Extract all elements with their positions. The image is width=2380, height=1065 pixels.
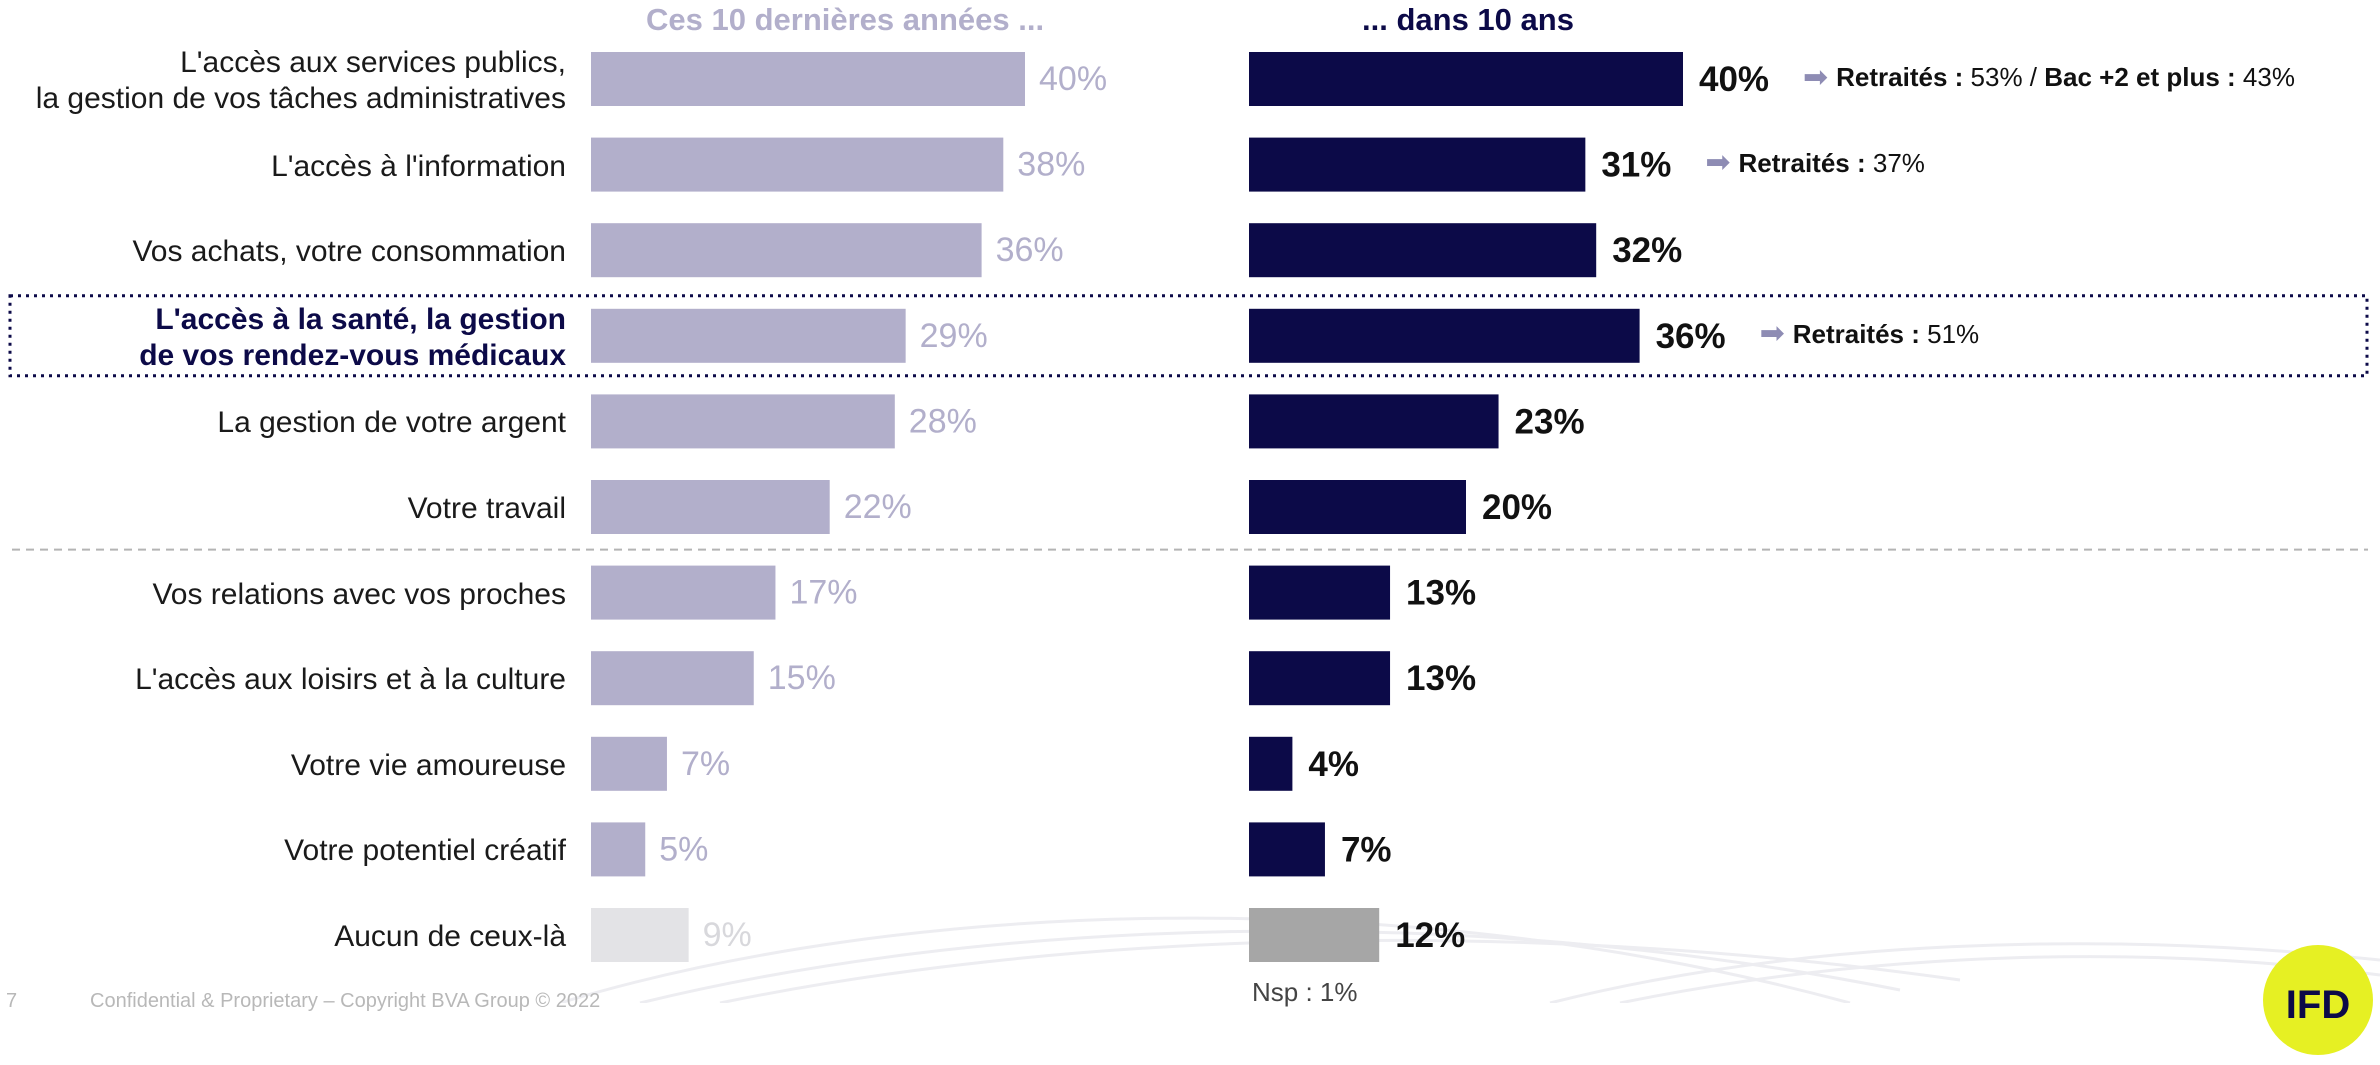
future-bar [1249,908,1380,962]
past-value-label: 38% [1017,146,1085,184]
future-value-label: 12% [1395,916,1465,955]
annotation-value: 51% [1919,318,1980,349]
category-label-line: L'accès aux loisirs et à la culture [135,663,566,697]
future-value-label: 23% [1515,402,1585,441]
category-label-line: Votre potentiel créatif [284,834,566,868]
annotation-bold: Retraités : [1738,147,1866,178]
future-bar [1249,52,1683,106]
annotation-text: Retraités : 51% [1793,319,1979,350]
past-value-label: 36% [996,231,1064,269]
past-bar [591,736,667,791]
arrow-right-icon: ➡ [1705,146,1731,180]
annotation-value: 43% [2235,62,2295,92]
category-label-line: L'accès à l'information [271,149,566,183]
past-value-label: 9% [703,916,752,954]
future-value-label: 13% [1406,574,1476,613]
category-label: Votre travail [0,491,566,527]
category-label-line: de vos rendez-vous médicaux [139,338,566,372]
future-bar [1249,822,1325,877]
past-bar [591,394,895,449]
past-value-label: 15% [768,659,836,697]
future-bar [1249,223,1597,278]
category-label: L'accès aux services publics, la gestion … [0,45,566,117]
ifd-logo: IFD [2263,945,2373,1055]
past-bar [591,908,689,962]
past-bar [591,565,776,620]
category-label: Votre vie amoureuse [0,748,566,784]
category-label-line: Vos achats, votre consommation [132,235,566,269]
future-value-label: 13% [1406,659,1476,698]
annotation-note: ➡ Retraités : 37% [1705,148,1925,179]
category-label: Vos achats, votre consommation [0,234,566,270]
past-bar [591,137,1004,192]
past-value-label: 5% [659,830,708,868]
category-label: Votre potentiel créatif [0,833,566,869]
arrow-right-icon: ➡ [1759,317,1785,351]
future-bar [1249,394,1499,449]
past-bar [591,822,646,877]
past-bar [591,223,982,278]
past-bar [591,308,906,363]
category-label-line: Votre travail [407,492,566,525]
past-value-label: 22% [844,488,912,526]
arrow-right-icon: ➡ [1803,60,1829,94]
category-label: La gestion de votre argent [0,405,566,441]
category-label: L'accès à l'information [0,149,566,185]
future-value-label: 7% [1341,830,1392,869]
future-value-label: 36% [1656,317,1726,356]
future-value-label: 31% [1601,146,1671,185]
annotation-note: ➡ Retraités : 53% / Bac +2 et plus : 43% [1803,62,2295,93]
annotation-text: Retraités : 37% [1738,148,1924,179]
future-series-header: ... dans 10 ans [1362,2,1574,37]
past-value-label: 40% [1039,60,1107,98]
category-label: L'accès aux loisirs et à la culture [0,662,566,698]
past-value-label: 28% [909,402,977,440]
category-label-line: Votre vie amoureuse [290,748,566,782]
future-value-label: 20% [1482,488,1552,527]
category-label-line: La gestion de votre argent [217,406,566,440]
future-bar [1249,736,1293,791]
bar-chart: 40% 40% 38% 31% 36% 32% 29% 36% 28% 23% 22% 20% 17% 1… [8,52,2369,962]
past-value-label: 7% [681,745,730,783]
category-label: Vos relations avec vos proches [0,577,566,613]
future-value-label: 40% [1699,60,1769,99]
past-series-header: Ces 10 dernières années ... [646,2,1045,37]
category-label-line: L'accès à la santé, la gestion [155,302,566,336]
future-bar [1249,651,1391,706]
future-bar [1249,308,1640,363]
past-bar [591,52,1025,106]
category-label: Aucun de ceux-là [0,919,566,955]
category-label-line: Aucun de ceux-là [334,920,566,953]
confidential-notice: Confidential & Proprietary – Copyright B… [90,990,601,1012]
nsp-note: Nsp : 1% [1252,977,1358,1007]
past-bar [591,651,754,706]
annotation-value: 37% [1865,147,1925,178]
annotation-bold: Bac +2 et plus : [2044,62,2236,92]
annotation-bold: Retraités : [1836,62,1964,92]
category-label-line: la gestion de vos tâches administratives [35,82,566,115]
category-label: L'accès à la santé, la gestion de vos ren… [0,302,566,374]
annotation-text: Retraités : 53% / Bac +2 et plus : 43% [1836,62,2295,93]
annotation-note: ➡ Retraités : 51% [1760,319,1980,350]
future-value-label: 32% [1612,231,1682,270]
annotation-bold: Retraités : [1792,318,1920,349]
annotation-value: 53% / [1963,62,2045,92]
past-bar [591,480,830,534]
future-bar [1249,480,1466,534]
highlight-box [8,294,2369,378]
future-bar [1249,565,1391,620]
future-bar [1249,137,1586,192]
category-label-line: Vos relations avec vos proches [152,577,566,611]
page-number: 7 [6,990,18,1012]
past-value-label: 29% [920,317,988,355]
past-value-label: 17% [789,574,857,612]
category-label-line: L'accès aux services publics, [180,46,566,79]
future-value-label: 4% [1308,745,1359,784]
